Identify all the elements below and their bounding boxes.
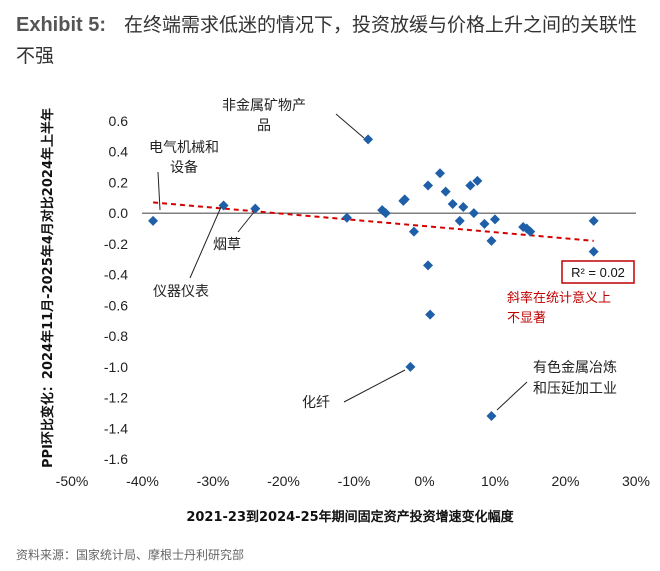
annotation-label: 非金属矿物产 xyxy=(222,98,306,114)
data-point xyxy=(423,180,434,191)
data-point xyxy=(454,215,465,226)
r2-box xyxy=(561,260,635,284)
chart-title: 在终端需求低迷的情况下，投资放缓与价格上升之间的关联性不强 xyxy=(16,14,638,67)
data-point xyxy=(588,246,599,257)
y-tick-label: 0.6 xyxy=(109,113,129,129)
annotation-label: 和压延加工业 xyxy=(533,381,617,397)
y-tick-label: 0.2 xyxy=(109,174,129,190)
y-tick-label: -0.4 xyxy=(104,267,128,283)
y-axis-title: PPI环比变化：2024年11月-2025年4月对比2024年上半年 xyxy=(40,108,56,468)
data-point xyxy=(408,226,419,237)
data-point xyxy=(525,226,536,237)
data-point xyxy=(440,186,451,197)
x-tick-label: -10% xyxy=(338,473,371,489)
data-point xyxy=(447,198,458,209)
x-tick-label: 10% xyxy=(481,473,509,489)
annotation-leader-line xyxy=(237,211,255,233)
data-point xyxy=(490,214,500,225)
exhibit-label: Exhibit 5: xyxy=(16,14,107,36)
data-point xyxy=(341,212,352,223)
annotation-leader-line xyxy=(189,206,222,279)
data-point xyxy=(486,235,497,246)
annotation-label: 设备 xyxy=(170,159,198,176)
x-tick-label: 20% xyxy=(551,473,579,489)
annotation-label: 电气机械和 xyxy=(149,140,219,156)
data-point xyxy=(468,208,479,219)
annotation-leader-line xyxy=(335,113,365,139)
r2-label: R² = 0.02 xyxy=(571,265,625,280)
source-note: 资料来源：国家统计局、摩根士丹利研究部 xyxy=(16,548,245,562)
data-point xyxy=(465,180,476,191)
x-tick-label: -20% xyxy=(267,473,300,489)
x-axis-title: 2021-23到2024-25年期间固定资产投资增速变化幅度 xyxy=(186,509,514,525)
y-tick-label: 0.0 xyxy=(109,205,129,221)
data-points xyxy=(148,134,599,421)
annotation-leader-line xyxy=(157,171,161,211)
trend-note-line-2: 不显著 xyxy=(507,311,546,326)
data-point xyxy=(423,260,434,271)
data-point xyxy=(250,203,261,214)
y-tick-label: -1.6 xyxy=(104,451,128,467)
data-point xyxy=(472,175,483,186)
data-point xyxy=(588,215,599,226)
y-tick-label: -1.0 xyxy=(104,359,128,375)
x-tick-labels: -50% -40% -30% -20% -10% 0% 10% 20% 30% xyxy=(56,473,650,489)
y-tick-labels: 0.6 0.4 0.2 0.0 -0.2 -0.4 -0.6 -0.8 -1.0 -1.2 -1.4… xyxy=(104,113,128,467)
data-point xyxy=(399,194,410,205)
y-tick-label: -1.4 xyxy=(104,420,128,436)
data-point xyxy=(435,168,446,179)
data-point xyxy=(380,208,391,219)
data-point xyxy=(479,218,490,229)
annotation-label: 化纤 xyxy=(302,395,330,411)
data-point xyxy=(148,215,159,226)
data-point xyxy=(458,202,469,213)
x-tick-label: 30% xyxy=(622,473,650,489)
annotation-label: 有色金属冶炼 xyxy=(533,359,617,376)
data-point xyxy=(363,134,374,145)
y-tick-label: 0.4 xyxy=(109,144,129,160)
annotation-label: 烟草 xyxy=(213,237,241,253)
trend-note-line-1: 斜率在统计意义上 xyxy=(507,290,611,306)
y-tick-label: -1.2 xyxy=(104,390,128,406)
data-point xyxy=(425,309,436,320)
x-tick-label: -50% xyxy=(56,473,89,489)
data-point xyxy=(486,410,497,421)
annotation-label: 品 xyxy=(257,118,271,134)
x-tick-label: -30% xyxy=(197,473,230,489)
y-tick-label: -0.2 xyxy=(104,236,128,252)
y-tick-label: -0.6 xyxy=(104,297,128,313)
annotation-label: 仪器仪表 xyxy=(153,284,209,300)
annotation-leader-line xyxy=(343,369,406,403)
data-point xyxy=(405,361,416,372)
trend-line xyxy=(152,201,594,242)
annotation-leader-line xyxy=(496,381,528,411)
x-tick-label: -40% xyxy=(126,473,159,489)
chart-header: Exhibit 5: 在终端需求低迷的情况下，投资放缓与价格上升之间的关联性不强 xyxy=(16,10,646,72)
y-tick-label: -0.8 xyxy=(104,328,128,344)
x-tick-label: 0% xyxy=(414,473,434,489)
